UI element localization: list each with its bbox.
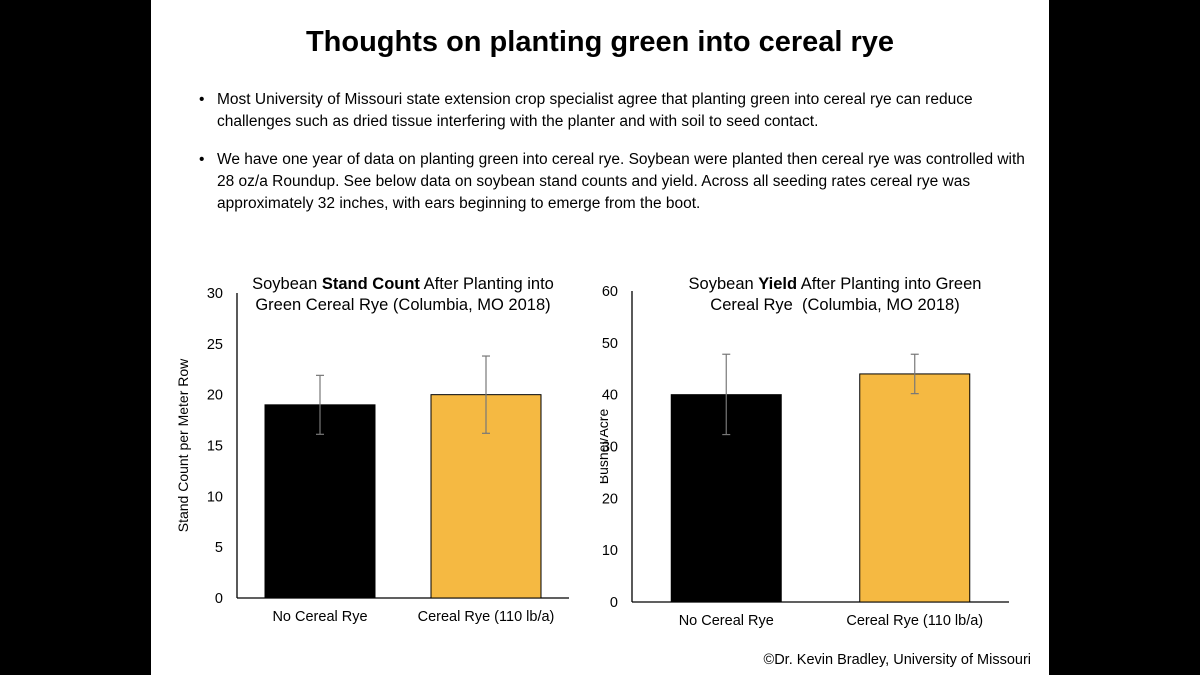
y-tick-label: 20 (602, 491, 618, 507)
x-tick-label: Cereal Rye (110 lb/a) (846, 613, 983, 629)
bar (430, 394, 542, 599)
y-tick-label: 10 (602, 543, 618, 559)
credit-text: ©Dr. Kevin Bradley, University of Missou… (763, 652, 1031, 668)
x-tick-label: No Cereal Rye (272, 609, 367, 625)
x-tick-label: No Cereal Rye (679, 613, 774, 629)
chart-title-segment: Yield (758, 275, 797, 293)
y-tick-label: 50 (602, 336, 618, 352)
chart-title: Soybean Yield After Planting into Green (689, 275, 982, 293)
x-tick-label: Cereal Rye (110 lb/a) (418, 609, 555, 625)
y-tick-label: 5 (215, 540, 223, 556)
bullet-text: Most University of Missouri state extens… (217, 91, 973, 130)
bullet-glyph: • (199, 151, 205, 168)
y-tick-label: 0 (215, 591, 223, 607)
bullet-item: • We have one year of data on planting g… (199, 149, 1029, 215)
bar (264, 404, 376, 599)
y-tick-label: 0 (610, 595, 618, 611)
y-axis-label: Bushel/Acre (600, 409, 611, 485)
yield-chart: 0 10 20 30 40 50 60 No Cereal Rye Cereal Rye (11… (600, 275, 1009, 629)
bullet-item: • Most University of Missouri state exte… (199, 89, 1029, 133)
bullet-text: We have one year of data on planting gre… (217, 151, 1025, 212)
chart-title: Soybean Stand Count After Planting into (252, 275, 554, 293)
y-tick-label: 20 (207, 388, 223, 404)
y-axis-label: Stand Count per Meter Row (175, 358, 191, 532)
slide: Thoughts on planting green into cereal r… (151, 0, 1049, 675)
chart-title-segment: Soybean (252, 275, 322, 293)
chart-title-segment: After Planting into Green (797, 275, 981, 293)
bullet-glyph: • (199, 91, 205, 108)
stand-count-chart: 0 5 10 15 20 25 30 No Cereal Rye Cereal Rye (110… (175, 275, 569, 625)
y-tick-label: 30 (602, 440, 618, 456)
y-tick-label: 40 (602, 388, 618, 404)
chart-title: Green Cereal Rye (Columbia, MO 2018) (255, 296, 550, 314)
y-tick-label: 30 (207, 286, 223, 302)
y-tick-label: 10 (207, 489, 223, 505)
slide-title: Thoughts on planting green into cereal r… (305, 26, 895, 58)
bar (859, 373, 971, 603)
chart-title: Cereal Rye (Columbia, MO 2018) (710, 296, 959, 314)
y-tick-label: 60 (602, 284, 618, 300)
chart-title-segment: Green Cereal Rye (Columbia, MO 2018) (255, 296, 550, 314)
chart-title-segment: After Planting into (420, 275, 554, 293)
chart-title-segment: Cereal Rye (Columbia, MO 2018) (710, 296, 959, 314)
chart-title-segment: Stand Count (322, 275, 421, 293)
y-tick-label: 15 (207, 439, 223, 455)
chart-title-segment: Soybean (689, 275, 759, 293)
y-tick-label: 25 (207, 337, 223, 353)
